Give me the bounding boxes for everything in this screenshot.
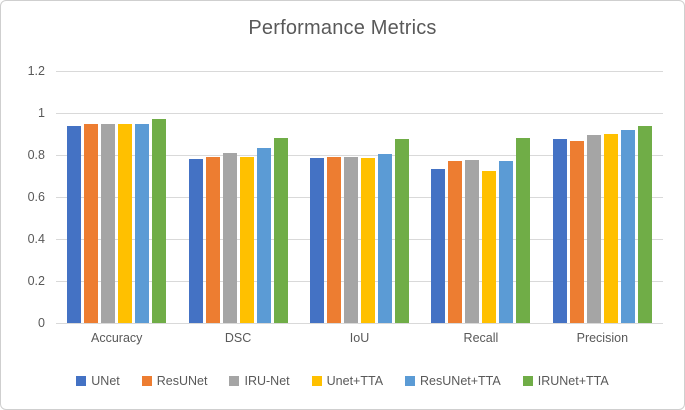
legend-label: IRU-Net	[244, 374, 290, 388]
bar-unet+tta-precision	[603, 134, 618, 323]
y-axis-tick-label: 0	[38, 316, 45, 330]
bar-unet+tta-accuracy	[118, 123, 133, 323]
bar-resunet+tta-dsc	[256, 147, 271, 323]
bar-group-accuracy	[56, 71, 177, 323]
bar-group-precision	[542, 71, 663, 323]
bar-resunet+tta-accuracy	[135, 123, 150, 323]
bar-resunet+tta-precision	[620, 129, 635, 323]
legend-label: IRUNet+TTA	[537, 374, 609, 388]
bar-unet-dsc	[188, 159, 203, 323]
x-axis-label-dsc: DSC	[224, 331, 252, 345]
chart-title: Performance Metrics	[248, 17, 437, 39]
x-axis-category-labels: Accuracy DSC IoU Recall Precision	[56, 331, 663, 345]
legend: UNet ResUNet IRU-Net Unet+TTA ResUNet+TTA IRU…	[1, 374, 684, 388]
legend-swatch-icon	[311, 376, 322, 386]
legend-swatch-icon	[522, 376, 533, 386]
legend-item-iru-net: IRU-Net	[229, 374, 290, 388]
legend-swatch-icon	[76, 376, 87, 386]
legend-label: UNet	[91, 374, 120, 388]
gridline	[56, 112, 663, 114]
plot-area	[56, 70, 663, 324]
y-axis-tick-label: 0.8	[27, 148, 45, 162]
gridline	[56, 238, 663, 240]
bar-irunet+tta-iou	[395, 139, 410, 323]
gridline	[56, 70, 663, 72]
bar-unet+tta-dsc	[239, 157, 254, 323]
bar-iru-net-accuracy	[101, 123, 116, 323]
bar-iru-net-recall	[465, 159, 480, 323]
bar-irunet+tta-accuracy	[152, 118, 167, 323]
bar-resunet+tta-iou	[378, 153, 393, 323]
bar-resunet+tta-recall	[499, 161, 514, 323]
bar-group-recall	[420, 71, 541, 323]
bar-resunet-recall	[448, 161, 463, 323]
legend-item-resunet: ResUNet	[141, 374, 208, 388]
legend-swatch-icon	[141, 376, 152, 386]
bar-group-dsc	[177, 71, 298, 323]
x-axis-label-accuracy: Accuracy	[91, 331, 143, 345]
y-axis-tick-label: 1.2	[27, 64, 45, 78]
bar-unet-recall	[431, 168, 446, 323]
x-axis-label-recall: Recall	[463, 331, 499, 345]
legend-item-irunet+tta: IRUNet+TTA	[522, 374, 609, 388]
bar-unet-precision	[552, 139, 567, 323]
gridline	[56, 280, 663, 282]
bar-resunet-precision	[569, 141, 584, 323]
bar-resunet-iou	[327, 156, 342, 323]
bar-unet-accuracy	[67, 125, 82, 323]
bar-irunet+tta-recall	[516, 137, 531, 323]
bar-iru-net-dsc	[222, 152, 237, 323]
bar-resunet-accuracy	[84, 123, 99, 323]
gridline	[56, 322, 663, 324]
bar-resunet-dsc	[205, 157, 220, 323]
y-axis-tick-label: 0.4	[27, 232, 45, 246]
legend-swatch-icon	[405, 376, 416, 386]
bar-unet-iou	[310, 158, 325, 323]
bar-irunet+tta-precision	[637, 126, 652, 323]
bar-iru-net-iou	[344, 157, 359, 323]
bar-group-iou	[299, 71, 420, 323]
y-axis-tick-label: 1	[38, 106, 45, 120]
bar-unet+tta-iou	[361, 158, 376, 323]
legend-label: ResUNet+TTA	[420, 374, 501, 388]
x-axis-label-precision: Precision	[576, 331, 629, 345]
legend-label: Unet+TTA	[326, 374, 384, 388]
bar-iru-net-precision	[586, 135, 601, 323]
legend-item-unet: UNet	[76, 374, 120, 388]
y-axis-tick-label: 0.2	[27, 274, 45, 288]
bar-irunet+tta-dsc	[273, 138, 288, 323]
y-axis-tick-label: 0.6	[27, 190, 45, 204]
legend-label: ResUNet	[156, 374, 208, 388]
legend-swatch-icon	[229, 376, 240, 386]
bars-layer	[56, 71, 663, 323]
legend-item-resunet+tta: ResUNet+TTA	[405, 374, 501, 388]
gridline	[56, 196, 663, 198]
bar-unet+tta-recall	[482, 170, 497, 323]
x-axis-label-iou: IoU	[349, 331, 370, 345]
legend-item-unet+tta: Unet+TTA	[311, 374, 384, 388]
gridline	[56, 154, 663, 156]
